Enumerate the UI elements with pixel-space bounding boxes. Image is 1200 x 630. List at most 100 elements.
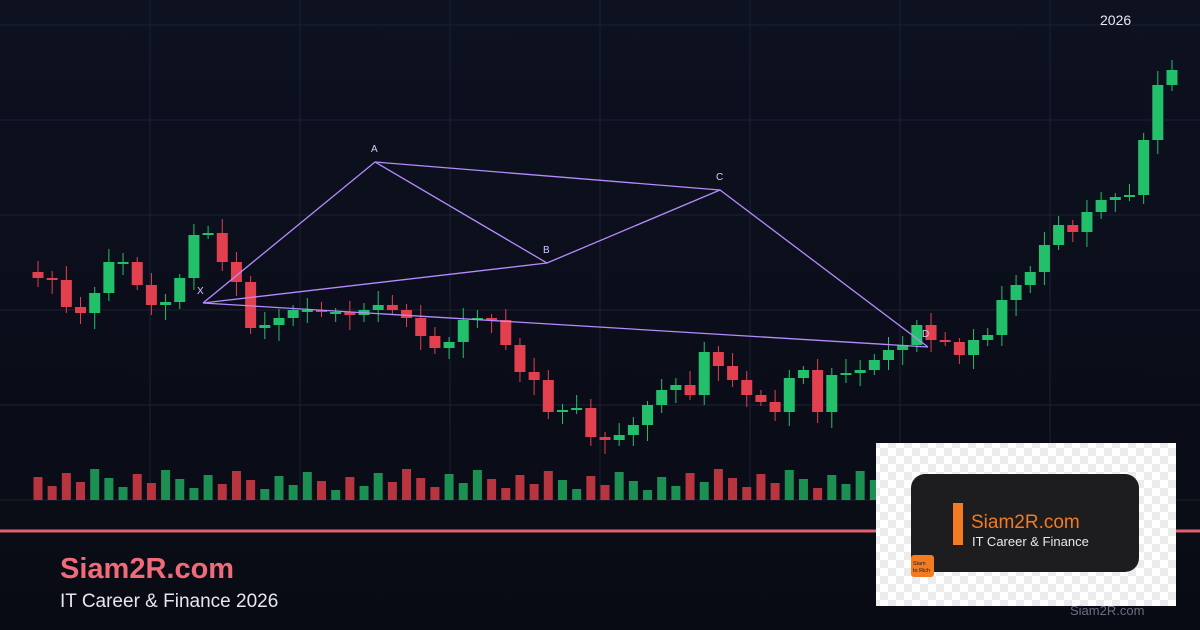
- candle-body: [642, 405, 654, 425]
- candle-body: [1123, 195, 1135, 197]
- volume-bar: [90, 469, 100, 500]
- volume-bar: [359, 486, 369, 500]
- pattern-line: [374, 161, 721, 191]
- candle-body: [316, 310, 327, 312]
- candle-body: [32, 272, 44, 278]
- badge-icon: [911, 555, 934, 577]
- volume-bar: [643, 490, 653, 500]
- badge-title: Siam2R.com: [971, 512, 1080, 533]
- candle-body: [1010, 285, 1022, 300]
- candle-body: [939, 340, 951, 342]
- candle-body: [46, 278, 58, 280]
- candle-body: [75, 307, 87, 313]
- pattern-label: B: [543, 245, 550, 256]
- volume-bar: [728, 478, 738, 500]
- volume-bars: [33, 469, 879, 500]
- volume-bar: [146, 483, 156, 500]
- candle-body: [443, 342, 455, 348]
- volume-bar: [855, 471, 865, 500]
- candle-body: [599, 437, 611, 440]
- volume-bar: [104, 478, 114, 500]
- candle-body: [883, 350, 894, 360]
- candle-body: [330, 312, 342, 314]
- candle-body: [486, 318, 498, 320]
- candle-body: [174, 278, 186, 302]
- candle-body: [1053, 225, 1065, 245]
- volume-bar: [472, 470, 482, 500]
- candles: [32, 60, 1178, 454]
- candle-body: [386, 305, 398, 310]
- candle-body: [117, 262, 129, 264]
- candle-body: [1095, 200, 1107, 212]
- candle-body: [854, 370, 866, 373]
- watermark: Siam2R.com: [1070, 603, 1144, 618]
- badge-icon-text: Siam: [913, 561, 926, 567]
- candle-body: [216, 233, 228, 262]
- volume-bar: [345, 477, 355, 500]
- candle-body: [1166, 70, 1178, 85]
- candle-body: [925, 325, 937, 340]
- volume-bar: [685, 473, 695, 500]
- candle-body: [1024, 272, 1036, 285]
- volume-bar: [671, 486, 681, 500]
- brand-subtitle: IT Career & Finance 2026: [60, 591, 278, 612]
- badge-panel: Siam2R.com IT Career & Finance Siam to R…: [876, 443, 1176, 606]
- volume-bar: [557, 480, 567, 500]
- candle-body: [372, 305, 384, 310]
- candle-body: [840, 373, 852, 375]
- candle-body: [131, 262, 143, 285]
- candle-body: [301, 310, 313, 312]
- volume-bar: [586, 476, 596, 500]
- volume-bar: [402, 469, 412, 500]
- candle-body: [783, 378, 795, 412]
- volume-bar: [770, 483, 780, 500]
- volume-bar: [515, 475, 525, 500]
- volume-bar: [742, 487, 752, 500]
- candle-body: [571, 408, 583, 410]
- badge-card: [911, 474, 1139, 572]
- volume-bar: [76, 482, 86, 500]
- candle-body: [968, 340, 980, 355]
- volume-bar: [756, 474, 766, 500]
- candle-body: [429, 336, 441, 348]
- pattern-line: [202, 302, 929, 348]
- volume-bar: [529, 484, 539, 500]
- badge-accent: [953, 503, 963, 545]
- candle-body: [556, 410, 568, 412]
- pattern-label: A: [371, 144, 378, 155]
- candle-body: [415, 318, 427, 336]
- candle-body: [471, 318, 483, 320]
- candle-body: [953, 342, 965, 355]
- volume-bar: [231, 471, 241, 500]
- volume-bar: [784, 470, 794, 500]
- candle-body: [1038, 245, 1050, 272]
- volume-bar: [600, 485, 610, 500]
- pattern-label: C: [716, 172, 723, 183]
- candle-body: [897, 345, 909, 350]
- candle-body: [188, 235, 200, 278]
- candle-body: [60, 280, 72, 307]
- grid: [0, 0, 1200, 501]
- badge-icon-text: to Rich: [913, 568, 930, 574]
- volume-bar: [118, 487, 128, 500]
- candle-body: [273, 318, 285, 325]
- brand-title: Siam2R.com: [60, 553, 234, 585]
- candle-body: [1081, 212, 1093, 232]
- volume-bar: [869, 480, 879, 500]
- candle-body: [727, 366, 739, 380]
- volume-bar: [61, 473, 71, 500]
- volume-bar: [614, 472, 624, 500]
- candle-body: [542, 380, 554, 412]
- volume-bar: [203, 475, 213, 500]
- pattern-line: [202, 262, 548, 304]
- candle-body: [868, 360, 880, 370]
- candle-body: [996, 300, 1008, 335]
- candle-body: [401, 310, 413, 318]
- candle-body: [812, 370, 824, 412]
- candle-body: [982, 335, 994, 340]
- volume-bar: [430, 487, 440, 500]
- volume-bar: [274, 476, 284, 500]
- candle-body: [230, 262, 242, 282]
- pattern-label: X: [197, 286, 204, 297]
